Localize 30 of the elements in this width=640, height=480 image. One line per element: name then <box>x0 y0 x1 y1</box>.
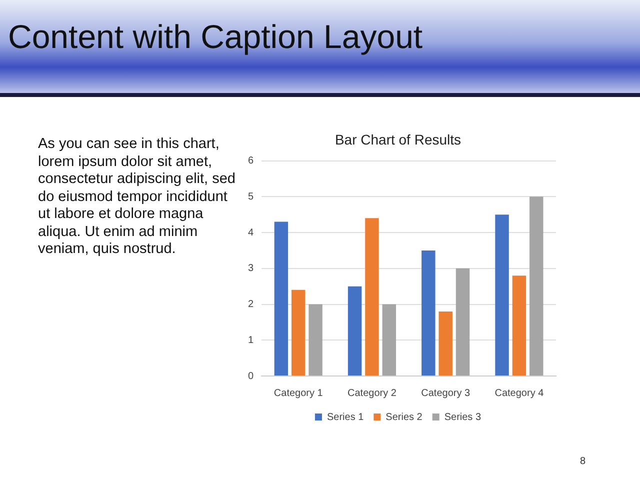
x-tick-label: Category 4 <box>494 388 544 399</box>
text: 8 <box>580 456 586 467</box>
legend-label: Series 3 <box>444 412 482 423</box>
bar <box>422 250 436 376</box>
y-tick-label: 3 <box>248 263 254 274</box>
y-tick-label: 6 <box>248 156 254 167</box>
bar <box>530 196 544 376</box>
y-tick-label: 0 <box>248 370 254 382</box>
bar <box>438 311 452 376</box>
text: As you can see in this chart, lorem ipsum dolor sit amet, consectetur adipiscing elit, sed do eiusmod tempor incididunt ut labore et dolore magna aliqua. Ut enim ad minim veniam, quis nostrud. <box>38 136 236 258</box>
bar <box>456 268 470 376</box>
bar <box>291 290 306 376</box>
legend-label: Series 2 <box>386 412 423 423</box>
bar <box>348 286 362 376</box>
bar <box>495 214 509 376</box>
y-tick-label: 2 <box>248 299 254 310</box>
x-tick-label: Category 3 <box>421 388 470 399</box>
y-tick-label: 5 <box>248 191 254 202</box>
y-tick-label: 1 <box>248 334 254 346</box>
y-tick-label: 4 <box>248 227 254 238</box>
legend-label: Series 1 <box>326 412 364 423</box>
x-tick-label: Category 2 <box>348 388 397 399</box>
bar <box>365 218 379 376</box>
bar <box>308 304 322 376</box>
text: Content with Caption Layout <box>8 18 423 56</box>
x-tick-label: Category 1 <box>274 388 324 399</box>
chart-title: Bar Chart of Results <box>334 131 462 148</box>
bar <box>382 304 396 376</box>
bar <box>512 276 526 376</box>
bar <box>274 222 288 376</box>
